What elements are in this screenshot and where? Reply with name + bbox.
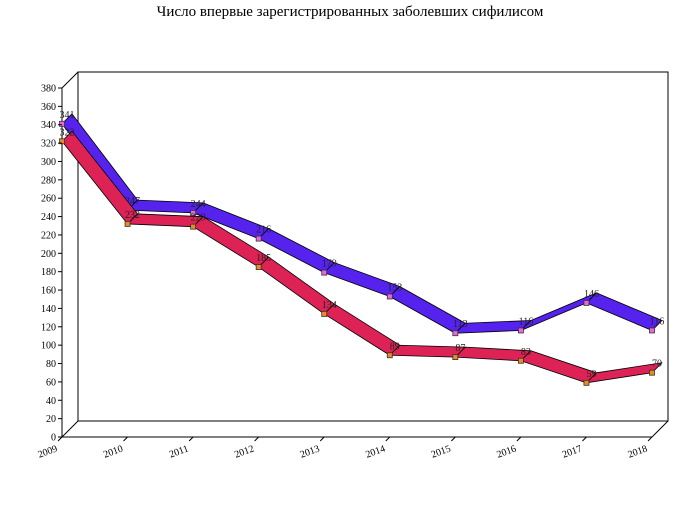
y-tick-label: 300 xyxy=(41,157,56,168)
y-tick-label: 40 xyxy=(46,396,56,407)
data-label: 153 xyxy=(387,282,402,293)
data-label: 70 xyxy=(652,359,662,370)
x-tick-label: 2013 xyxy=(299,443,322,460)
y-tick-label: 0 xyxy=(51,433,56,444)
data-label: 113 xyxy=(453,319,468,330)
x-tick xyxy=(254,436,260,442)
data-label: 247 xyxy=(125,196,140,207)
data-label: 244 xyxy=(191,199,206,210)
y-tick-label: 80 xyxy=(46,359,56,370)
x-tick-label: 2016 xyxy=(495,443,518,460)
x-tick-label: 2009 xyxy=(36,443,59,460)
y-tick-label: 60 xyxy=(46,377,56,388)
series-2: 322 232 229 185 134 89 87 83 59 70 xyxy=(59,127,663,386)
series-2-point xyxy=(190,223,197,230)
chart-frame xyxy=(61,71,669,438)
series-2-segment xyxy=(323,303,401,356)
y-tick-label: 360 xyxy=(41,102,56,113)
y-tick-label: 180 xyxy=(41,267,56,278)
x-tick-label: 2010 xyxy=(102,443,125,460)
y-tick-label: 240 xyxy=(41,212,56,223)
data-label: 229 xyxy=(191,213,206,224)
series-2-point xyxy=(321,311,328,317)
y-tick-label: 200 xyxy=(41,249,56,260)
data-label: 179 xyxy=(322,259,337,270)
data-label: 322 xyxy=(60,127,75,138)
series-2-segment xyxy=(520,350,597,384)
y-tick-label: 320 xyxy=(41,139,56,150)
y-tick-label: 100 xyxy=(41,341,56,352)
x-tick-label: 2012 xyxy=(233,443,256,460)
series-2-point xyxy=(124,221,131,227)
y-tick-label: 260 xyxy=(41,194,56,205)
y-tick-label: 140 xyxy=(41,304,56,315)
x-tick xyxy=(516,436,522,442)
series-2-point xyxy=(649,369,655,376)
x-tick-label: 2017 xyxy=(561,443,584,460)
data-label: 116 xyxy=(519,316,534,327)
x-tick xyxy=(385,436,391,442)
series-2-point xyxy=(59,138,65,145)
data-label: 216 xyxy=(256,225,271,236)
y-tick-label: 160 xyxy=(41,286,56,297)
series-2-point xyxy=(452,354,459,360)
series-1-point xyxy=(59,120,65,127)
left-wall-top-edge xyxy=(61,71,79,89)
x-tick-label: 2011 xyxy=(168,443,190,460)
series-2-segment xyxy=(586,362,663,384)
series-1-point xyxy=(255,235,262,242)
series-1-point xyxy=(649,327,655,334)
data-label: 134 xyxy=(322,300,337,311)
chart-title: Число впервые зарегистрированных заболев… xyxy=(156,4,544,20)
series-1: 341 247 244 216 179 153 113 116 146 116 xyxy=(59,110,665,337)
x-tick xyxy=(319,436,325,442)
x-tick xyxy=(647,436,653,442)
series-1-point xyxy=(321,269,328,276)
data-label: 83 xyxy=(521,347,531,358)
x-tick xyxy=(450,436,456,442)
y-tick-label: 380 xyxy=(41,84,56,95)
series-2-point xyxy=(583,379,590,386)
floor-left-edge xyxy=(61,420,79,438)
series-2-point xyxy=(386,352,393,359)
y-tick-label: 20 xyxy=(46,414,56,425)
series-2-point xyxy=(517,357,524,364)
back-wall xyxy=(77,71,669,422)
y-tick-label: 120 xyxy=(41,322,56,333)
series-1-point xyxy=(386,293,393,300)
series-1-point xyxy=(517,327,524,334)
y-tick-label: 280 xyxy=(41,175,56,186)
data-label: 232 xyxy=(125,210,140,221)
series-2-point xyxy=(255,264,262,270)
x-tick xyxy=(188,436,194,442)
y-tick-label: 220 xyxy=(41,230,56,241)
data-label: 146 xyxy=(584,289,599,300)
data-label: 59 xyxy=(586,369,596,380)
x-tick xyxy=(582,436,587,442)
x-tick-label: 2018 xyxy=(626,443,649,460)
series-1-segment xyxy=(586,292,663,331)
x-tick-label: 2015 xyxy=(430,443,453,460)
data-label: 116 xyxy=(650,316,665,327)
chart-series: 341 247 244 216 179 153 113 116 146 116 322 232 229 1… xyxy=(59,110,665,386)
series-1-point xyxy=(452,330,459,337)
data-label: 341 xyxy=(60,110,75,121)
floor-right-edge xyxy=(651,420,669,438)
data-label: 89 xyxy=(390,341,400,352)
x-tick-label: 2014 xyxy=(364,443,387,460)
series-1-point xyxy=(190,210,197,216)
data-label: 87 xyxy=(455,343,465,354)
x-tick xyxy=(57,436,63,442)
x-tick xyxy=(123,436,128,442)
data-label: 185 xyxy=(256,253,271,264)
y-tick-label: 340 xyxy=(41,120,56,131)
series-1-point xyxy=(583,300,590,306)
